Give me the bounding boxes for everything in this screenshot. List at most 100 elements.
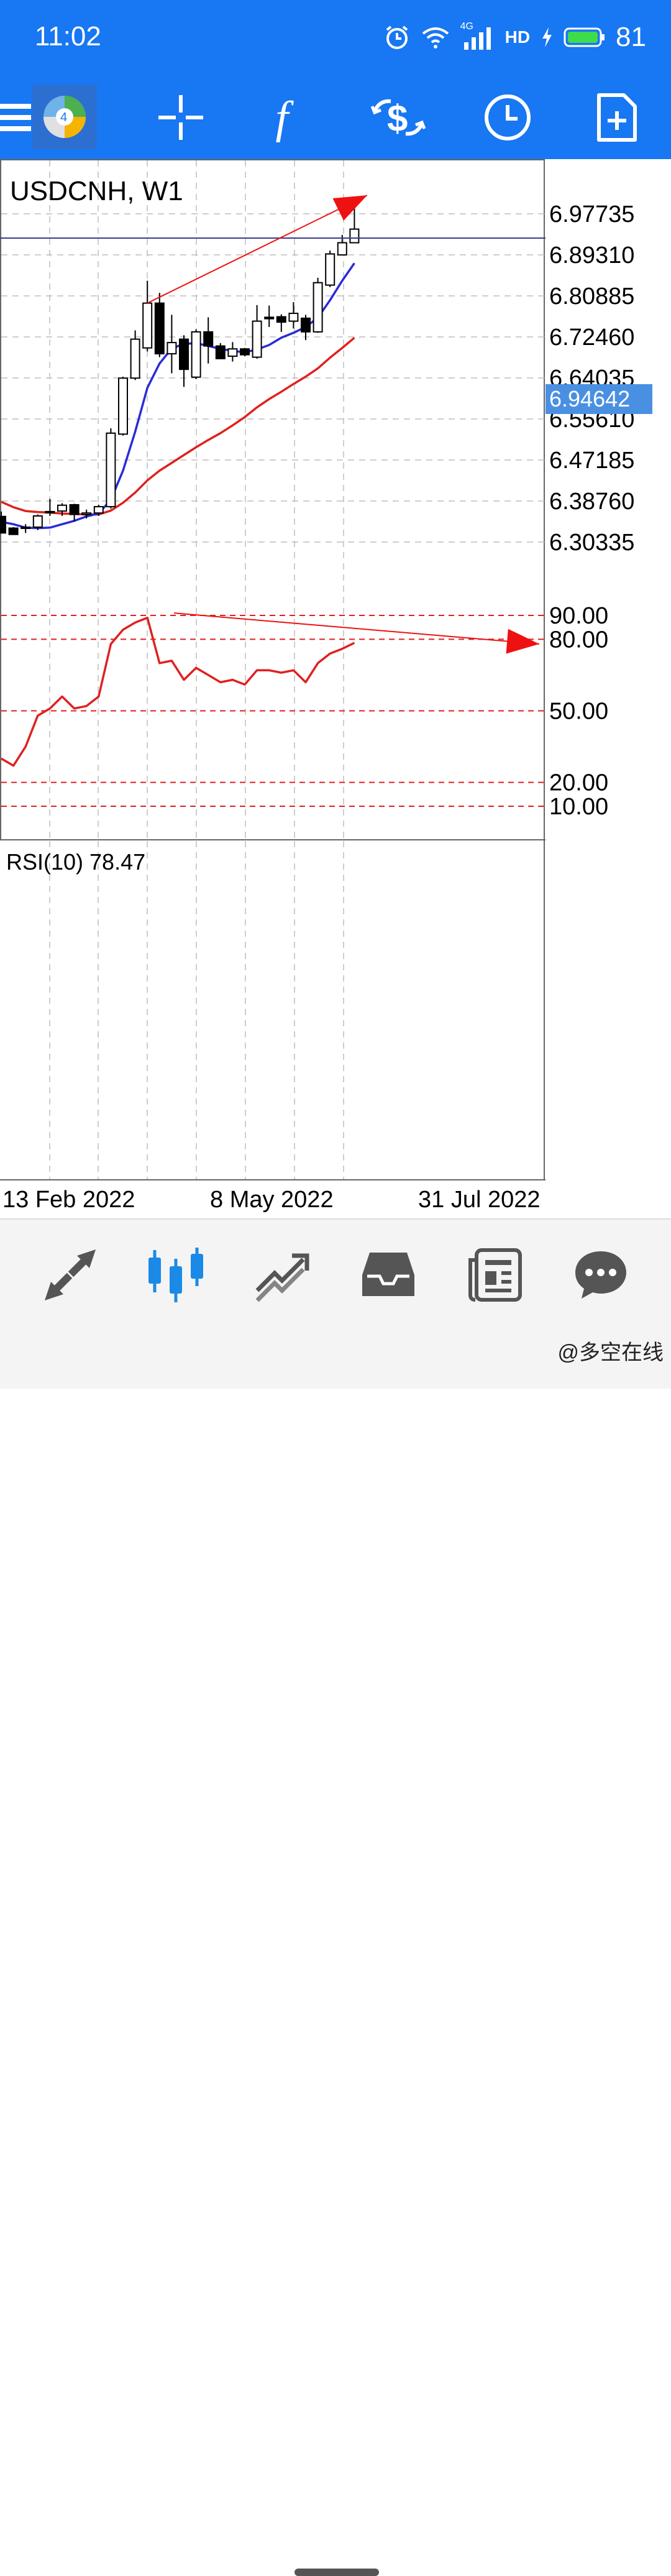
svg-text:f: f xyxy=(275,93,294,142)
candlestick-chart-icon xyxy=(148,1248,203,1302)
rsi-tick-label: 90.00 xyxy=(549,603,608,629)
candle-bull xyxy=(130,338,140,379)
price-pane-frame xyxy=(0,159,545,840)
chart-svg[interactable]: 6.977356.893106.808856.724606.640356.556… xyxy=(0,159,671,1218)
candle-bear xyxy=(276,316,286,323)
trade-trend-icon xyxy=(255,1253,309,1302)
candle-bear xyxy=(154,302,165,355)
axis-labels: 6.977356.893106.808856.724606.640356.556… xyxy=(2,201,634,1213)
menu-icon xyxy=(0,104,31,131)
ma-fast-line xyxy=(1,262,355,530)
network-type: 4G xyxy=(460,21,473,32)
candle-bull xyxy=(167,342,177,355)
price-tick-label: 6.89310 xyxy=(549,242,634,269)
nav-chat[interactable] xyxy=(567,1241,635,1309)
rsi-tick-label: 10.00 xyxy=(549,794,608,820)
signal-icon: 4G xyxy=(460,21,495,51)
symbol-label: USDCNH, W1 xyxy=(10,176,183,206)
rsi-series xyxy=(1,617,355,767)
candle-bear xyxy=(264,316,275,320)
price-tick-label: 6.80885 xyxy=(549,283,634,310)
price-tick-label: 6.97735 xyxy=(549,201,634,228)
home-indicator[interactable] xyxy=(294,2569,379,2576)
candle-bull xyxy=(288,313,299,322)
candle-bull xyxy=(252,320,262,358)
price-tick-label: 6.38760 xyxy=(549,489,634,515)
moving-averages xyxy=(1,262,355,530)
date-label: 13 Feb 2022 xyxy=(2,1187,135,1213)
grid xyxy=(1,160,544,1179)
battery-icon xyxy=(564,27,605,47)
candle-bull xyxy=(93,506,104,514)
bottom-navigation xyxy=(0,1218,671,2576)
battery-level: 81 xyxy=(616,22,646,52)
candle-bear xyxy=(203,331,214,347)
candle-bull xyxy=(227,348,238,357)
candle-bull xyxy=(32,515,43,528)
watermark: @多空在线 xyxy=(557,1341,664,1364)
nav-news[interactable] xyxy=(461,1241,529,1309)
chart-area[interactable]: 6.97735 6.89310 6.80885 6.72460 6.64035 6.556… xyxy=(0,159,671,1218)
candle-bull xyxy=(81,512,92,515)
candle-bull xyxy=(106,432,116,508)
status-icons: 4G HD 81 xyxy=(383,19,646,56)
history-button[interactable] xyxy=(473,83,542,152)
candle-bear xyxy=(0,515,6,534)
rsi-label: RSI(10) 78.47 xyxy=(6,849,145,875)
nav-history[interactable] xyxy=(354,1241,422,1309)
menu-button[interactable] xyxy=(0,83,43,152)
candle-bull xyxy=(313,282,323,333)
candle-bear xyxy=(8,527,19,535)
candle-bear xyxy=(69,504,80,515)
status-bar: 11:02 4G HD 81 xyxy=(0,0,671,75)
trade-dollar-icon: $ xyxy=(370,98,426,139)
date-label: 31 Jul 2022 xyxy=(418,1187,541,1213)
status-time: 11:02 xyxy=(35,21,101,52)
trendlines[interactable] xyxy=(147,195,540,654)
candle-bull xyxy=(191,331,201,378)
ma-slow-line xyxy=(1,336,355,516)
metatrader-logo: 4 xyxy=(43,96,86,138)
indicator-f-icon: f xyxy=(275,93,294,142)
new-document-icon xyxy=(597,93,637,142)
candle-bull xyxy=(349,228,360,244)
price-tick-label: 6.47185 xyxy=(549,448,634,474)
nav-chart[interactable] xyxy=(142,1241,210,1309)
candle-bear xyxy=(301,317,311,333)
wifi-icon xyxy=(422,27,449,48)
candle-bull xyxy=(142,302,153,349)
current-price-tag: 6.94642 xyxy=(545,384,652,414)
quotes-arrows-icon xyxy=(45,1249,96,1300)
candle-bull xyxy=(118,377,128,435)
indicators-button[interactable]: f xyxy=(256,83,324,152)
top-toolbar: 4 f $ xyxy=(0,75,671,159)
price-trendline xyxy=(147,195,368,304)
candle-bull xyxy=(325,253,336,286)
candles xyxy=(0,208,360,535)
crosshair-button[interactable] xyxy=(147,83,215,152)
price-tick-label: 6.30335 xyxy=(549,530,634,556)
chat-bubble-icon xyxy=(575,1251,626,1299)
newspaper-icon xyxy=(468,1248,522,1302)
price-trendline-arrowhead xyxy=(332,195,367,221)
metatrader-logo-button[interactable]: 4 xyxy=(32,85,97,149)
inbox-tray-icon xyxy=(362,1253,414,1296)
rsi-tick-label: 20.00 xyxy=(549,770,608,796)
candle-bull xyxy=(337,242,347,256)
candle-bear xyxy=(179,338,189,370)
clock-icon xyxy=(485,94,531,140)
candle-bear xyxy=(240,348,250,356)
nav-trade[interactable] xyxy=(247,1241,316,1309)
candle-bear xyxy=(215,345,226,359)
nav-quotes[interactable] xyxy=(36,1241,104,1309)
candle-bull xyxy=(45,510,55,513)
candle-bull xyxy=(21,526,31,529)
new-order-button[interactable] xyxy=(583,83,651,152)
charging-icon xyxy=(542,27,552,47)
hd-icon: HD xyxy=(504,27,531,47)
svg-text:$: $ xyxy=(387,98,408,139)
trade-button[interactable]: $ xyxy=(364,83,432,152)
rsi-tick-label: 50.00 xyxy=(549,699,608,725)
date-label: 8 May 2022 xyxy=(210,1187,334,1213)
rsi-line xyxy=(1,617,355,767)
